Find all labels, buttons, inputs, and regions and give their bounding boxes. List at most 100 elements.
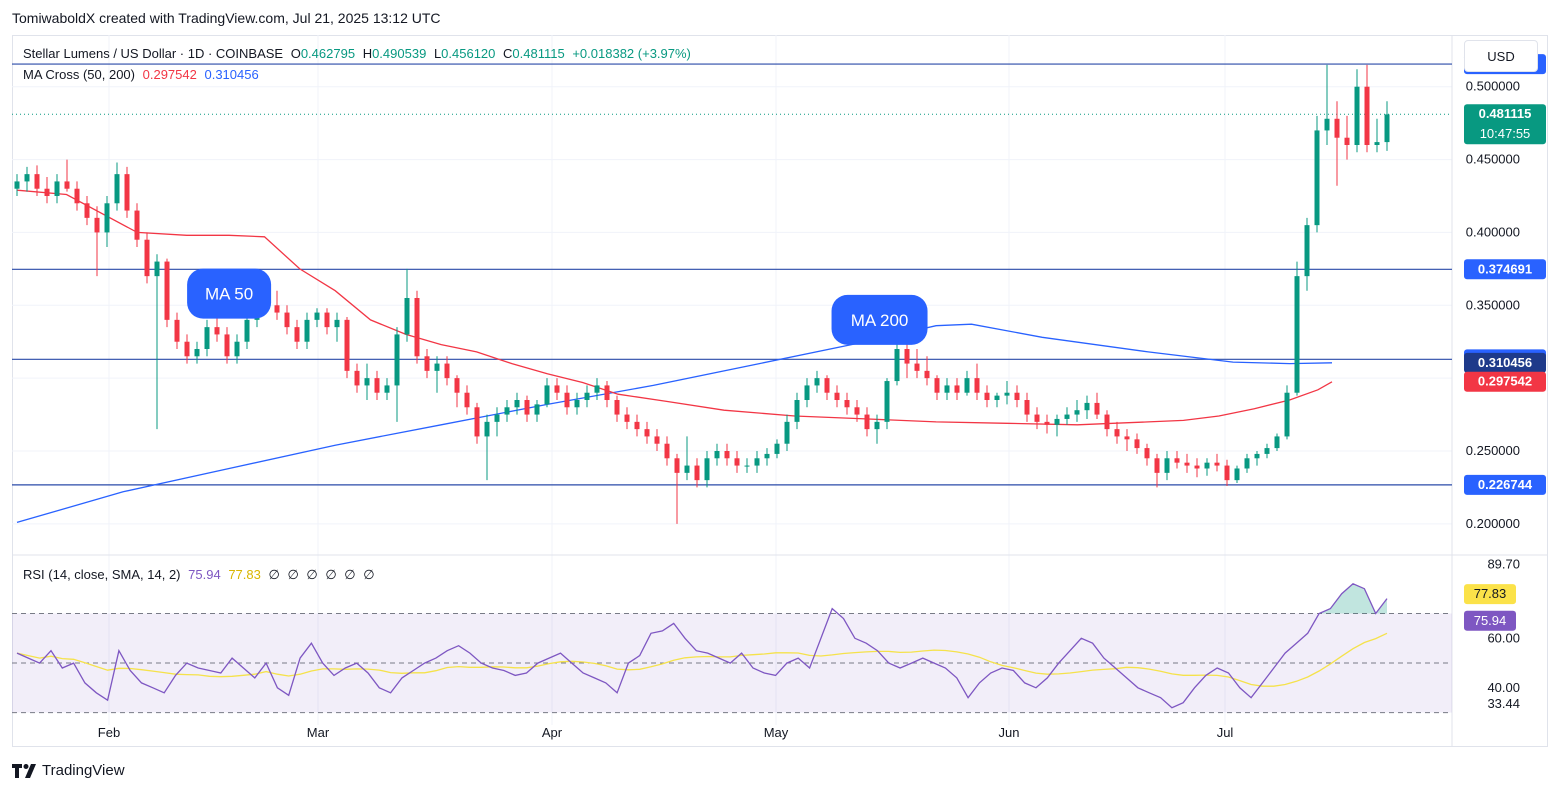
price-label-badge[interactable] [1464,352,1546,373]
candle-body[interactable] [494,414,500,422]
candle-body[interactable] [564,392,570,408]
candle-body[interactable] [1324,118,1330,131]
candle-body[interactable] [794,400,800,422]
candle-body[interactable] [514,400,520,408]
candle-body[interactable] [1114,429,1120,437]
candle-body[interactable] [1264,448,1270,454]
candle-body[interactable] [804,385,810,400]
candle-body[interactable] [524,400,530,415]
candle-body[interactable] [644,429,650,437]
candle-body[interactable] [1294,276,1300,393]
candle-body[interactable] [744,465,750,467]
candle-body[interactable] [454,378,460,393]
candle-body[interactable] [1364,86,1370,145]
candle-body[interactable] [204,327,210,349]
candle-body[interactable] [944,385,950,393]
candle-body[interactable] [464,392,470,408]
candle-body[interactable] [754,458,760,466]
candle-body[interactable] [534,404,540,415]
candle-body[interactable] [1274,436,1280,449]
ma-legend[interactable]: MA Cross (50, 200) 0.297542 0.310456 [23,67,263,82]
candle-body[interactable] [274,305,280,313]
candle-body[interactable] [374,378,380,393]
candle-body[interactable] [724,451,730,459]
candle-body[interactable] [1124,436,1130,440]
candle-body[interactable] [784,421,790,444]
candle-body[interactable] [164,261,170,320]
price-label-badge[interactable] [1464,371,1546,392]
candle-body[interactable] [574,400,580,408]
candle-body[interactable] [734,458,740,466]
candle-body[interactable] [834,392,840,400]
candle-body[interactable] [544,385,550,405]
candle-body[interactable] [314,312,320,320]
candle-body[interactable] [1094,402,1100,415]
candle-body[interactable] [1064,414,1070,419]
candle-body[interactable] [1104,414,1110,430]
candle-body[interactable] [1214,462,1220,466]
candle-body[interactable] [484,421,490,437]
candle-body[interactable] [304,319,310,342]
candle-body[interactable] [144,239,150,277]
candle-body[interactable] [1344,137,1350,145]
candle-body[interactable] [1244,458,1250,469]
candle-body[interactable] [854,407,860,415]
candle-body[interactable] [704,458,710,481]
candle-body[interactable] [34,174,40,189]
candle-body[interactable] [774,443,780,454]
candle-body[interactable] [654,436,660,444]
candle-body[interactable] [1004,392,1010,396]
candle-body[interactable] [384,385,390,393]
price-label-badge[interactable] [1464,259,1546,280]
candle-body[interactable] [684,465,690,473]
candle-body[interactable] [604,385,610,400]
candle-body[interactable] [344,319,350,371]
candle-body[interactable] [1284,392,1290,437]
candle-body[interactable] [224,334,230,357]
candle-body[interactable] [974,378,980,393]
candle-body[interactable] [84,203,90,218]
candle-body[interactable] [184,341,190,357]
candle-body[interactable] [404,298,410,335]
candle-body[interactable] [1374,142,1380,145]
candle-body[interactable] [24,174,30,182]
candle-body[interactable] [504,407,510,415]
candle-body[interactable] [44,188,50,196]
candle-body[interactable] [1074,410,1080,415]
callout-bubble[interactable] [831,294,928,345]
candle-body[interactable] [674,458,680,473]
candle-body[interactable] [334,319,340,328]
candle-body[interactable] [924,370,930,379]
candle-body[interactable] [1254,453,1260,459]
candle-body[interactable] [1224,465,1230,481]
candle-body[interactable] [914,363,920,371]
candle-body[interactable] [444,363,450,379]
candle-body[interactable] [894,349,900,382]
candle-body[interactable] [904,349,910,364]
candle-body[interactable] [714,451,720,459]
candle-body[interactable] [594,385,600,393]
candle-body[interactable] [74,188,80,204]
candle-body[interactable] [124,174,130,211]
rsi-value-badge[interactable] [1464,610,1516,631]
candle-body[interactable] [1034,414,1040,422]
candle-body[interactable] [1314,130,1320,226]
price-label-badge[interactable] [1464,474,1546,495]
candle-body[interactable] [964,378,970,393]
candle-body[interactable] [154,261,160,277]
candle-body[interactable] [624,414,630,422]
candle-body[interactable] [874,421,880,430]
candle-body[interactable] [864,414,870,430]
candle-body[interactable] [284,312,290,328]
candle-body[interactable] [234,341,240,357]
candle-body[interactable] [554,385,560,393]
candle-body[interactable] [364,378,370,386]
candle-body[interactable] [134,210,140,240]
candle-body[interactable] [64,181,70,189]
candle-body[interactable] [1084,402,1090,411]
candle-body[interactable] [1184,462,1190,466]
candle-body[interactable] [664,443,670,459]
candle-body[interactable] [1024,400,1030,415]
candle-body[interactable] [614,400,620,415]
candle-body[interactable] [994,395,1000,400]
